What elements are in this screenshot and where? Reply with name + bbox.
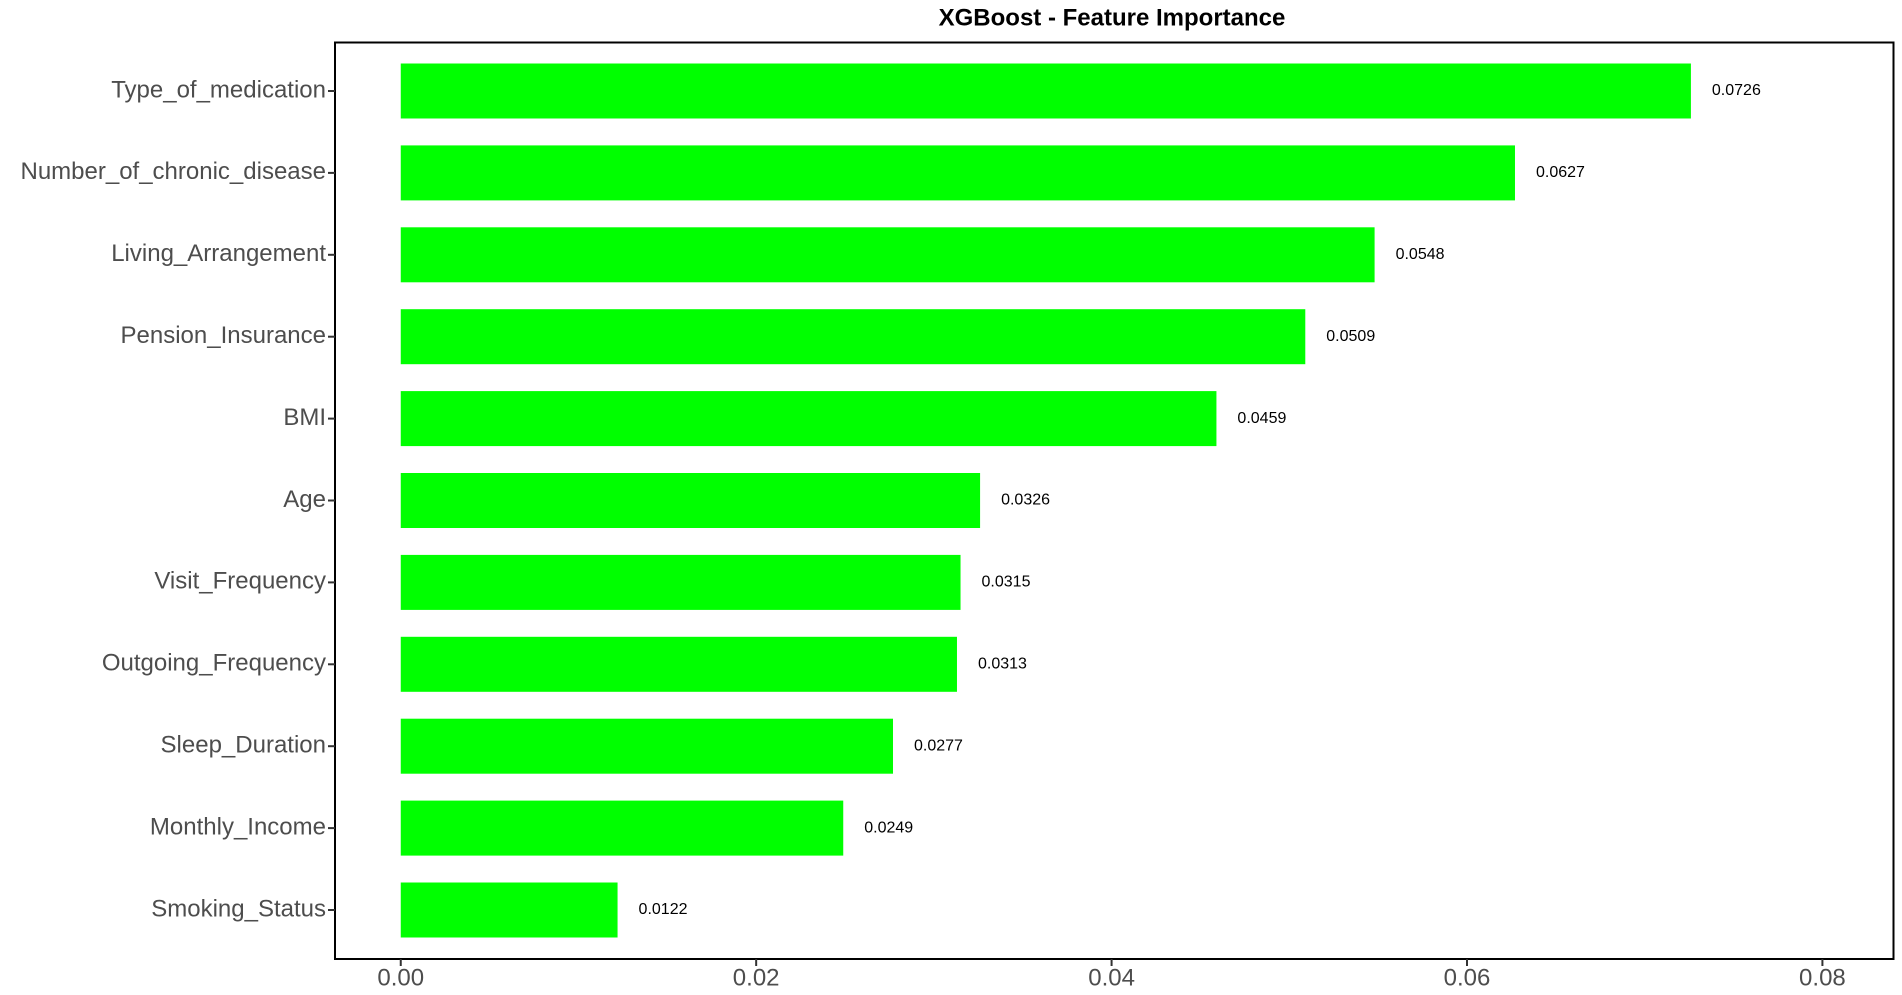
y-tick-label: Outgoing_Frequency	[102, 650, 326, 677]
value-label: 0.0122	[639, 901, 688, 918]
chart-title: XGBoost - Feature Importance	[939, 4, 1286, 31]
y-tick-label: Visit_Frequency	[154, 568, 326, 595]
bar	[400, 63, 1691, 119]
bar	[400, 636, 957, 692]
x-tick-label: 0.08	[1799, 964, 1846, 991]
value-label: 0.0313	[978, 656, 1027, 673]
value-label: 0.0627	[1536, 164, 1585, 181]
value-label: 0.0548	[1396, 246, 1445, 263]
y-tick-label: Age	[283, 486, 326, 513]
y-tick-label: Living_Arrangement	[111, 240, 326, 267]
bar	[400, 391, 1217, 447]
bar	[400, 145, 1515, 201]
bar	[400, 309, 1306, 365]
bar	[400, 800, 844, 856]
value-label: 0.0326	[1001, 492, 1050, 509]
y-tick-label: Sleep_Duration	[161, 732, 326, 759]
value-label: 0.0249	[864, 819, 913, 836]
value-label: 0.0277	[914, 737, 963, 754]
x-tick-label: 0.04	[1088, 964, 1135, 991]
value-label: 0.0459	[1237, 410, 1286, 427]
y-tick-label: Number_of_chronic_disease	[20, 158, 326, 185]
value-label: 0.0509	[1326, 328, 1375, 345]
x-tick-label: 0.06	[1444, 964, 1491, 991]
y-tick-label: BMI	[283, 404, 326, 431]
bar	[400, 554, 961, 610]
y-tick-label: Type_of_medication	[111, 76, 326, 103]
y-tick-label: Pension_Insurance	[121, 322, 326, 349]
x-tick-label: 0.02	[733, 964, 780, 991]
y-tick-label: Monthly_Income	[150, 813, 326, 840]
bar	[400, 718, 894, 774]
y-tick-label: Smoking_Status	[151, 895, 326, 922]
bar	[400, 473, 981, 528]
value-label: 0.0726	[1712, 82, 1761, 99]
x-tick-label: 0.00	[377, 964, 424, 991]
bar	[400, 882, 618, 938]
bar	[400, 227, 1375, 283]
value-label: 0.0315	[982, 574, 1031, 591]
